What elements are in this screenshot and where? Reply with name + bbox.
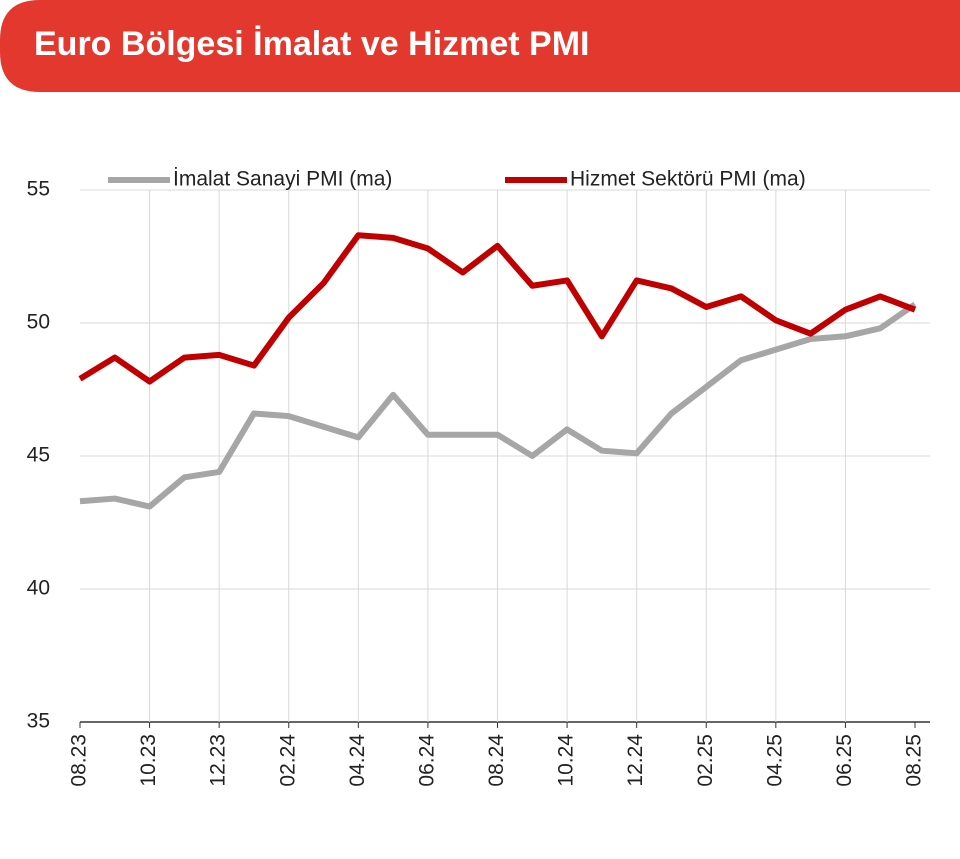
x-tick-label: 02.24 [276, 734, 299, 787]
x-tick-label: 12.23 [207, 734, 230, 787]
legend-label: İmalat Sanayi PMI (ma) [173, 168, 392, 191]
y-tick-label: 40 [27, 577, 50, 600]
y-tick-label: 35 [27, 710, 50, 733]
x-tick-label: 10.23 [137, 734, 160, 787]
x-tick-label: 08.25 [903, 734, 926, 787]
x-tick-label: 04.25 [763, 734, 786, 787]
legend-label: Hizmet Sektörü PMI (ma) [570, 168, 806, 191]
x-tick-label: 02.25 [694, 734, 717, 787]
line-series [78, 232, 917, 385]
title-banner [0, 0, 960, 92]
chart-title: Euro Bölgesi İmalat ve Hizmet PMI [34, 25, 589, 63]
x-tick-label: 12.24 [624, 734, 647, 787]
x-tick-label: 10.24 [555, 734, 578, 787]
line-series [79, 301, 917, 510]
y-tick-label: 45 [27, 444, 50, 467]
x-tick-label: 06.24 [415, 734, 438, 787]
y-tick-label: 55 [27, 178, 50, 201]
x-tick-label: 06.25 [833, 734, 856, 787]
y-tick-label: 50 [27, 311, 50, 334]
x-tick-label: 08.23 [68, 734, 91, 787]
x-tick-label: 04.24 [346, 734, 369, 787]
x-tick-label: 08.24 [485, 734, 508, 787]
